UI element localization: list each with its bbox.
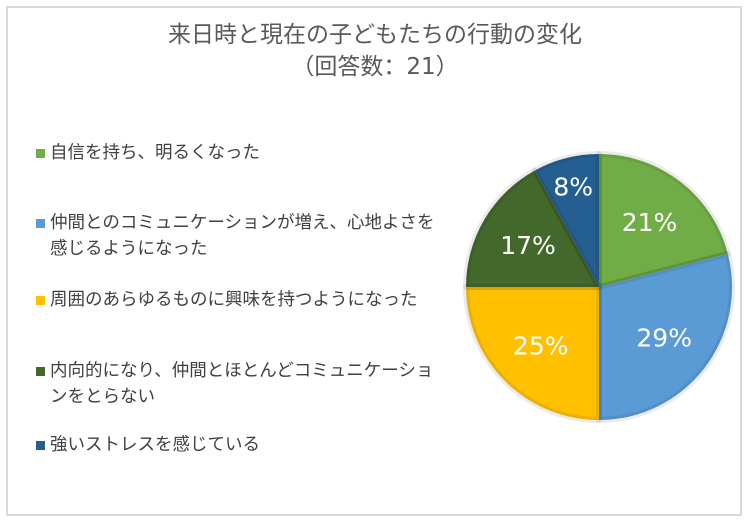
chart-title: 来日時と現在の子どもたちの行動の変化 <box>168 22 582 48</box>
slice-data-label: 17% <box>500 231 556 260</box>
legend-label: 強いストレスを感じている <box>50 435 260 455</box>
slice-data-label: 21% <box>622 208 678 237</box>
legend-swatch-icon <box>36 219 45 228</box>
slice-curious <box>463 284 602 423</box>
slice-introverted <box>463 167 602 290</box>
legend-item-confident: 自信を持ち、明るくなった <box>36 140 436 166</box>
legend-item-introverted: 内向的になり、仲間とほとんどコミュニケーションをとらない <box>36 358 436 410</box>
legend-label: 自信を持ち、明るくなった <box>50 143 260 163</box>
chart-subtitle: （回答数：21） <box>291 54 459 80</box>
slice-data-label: 29% <box>636 324 692 353</box>
slice-data-label: 25% <box>513 331 569 360</box>
legend-swatch-icon <box>36 367 45 376</box>
legend-item-curious: 周囲のあらゆるものに興味を持つようになった <box>36 287 436 313</box>
slice-stress <box>531 151 602 290</box>
legend-label: 周囲のあらゆるものに興味を持つようになった <box>50 290 418 310</box>
legend-swatch-icon <box>36 296 45 305</box>
legend-label: 仲間とのコミュニケーションが増え、心地よさを感じるようになった <box>50 213 435 259</box>
slice-confident <box>596 151 731 290</box>
pie-chart: 21% 29% 25% 17% 8% <box>463 151 735 423</box>
legend-item-stress: 強いストレスを感じている <box>36 432 436 458</box>
slice-communication <box>596 250 735 423</box>
legend-item-communication: 仲間とのコミュニケーションが増え、心地よさを感じるようになった <box>36 210 436 262</box>
slice-data-label: 8% <box>553 173 593 202</box>
legend-swatch-icon <box>36 441 45 450</box>
legend-swatch-icon <box>36 149 45 158</box>
legend-label: 内向的になり、仲間とほとんどコミュニケーションをとらない <box>50 361 434 407</box>
